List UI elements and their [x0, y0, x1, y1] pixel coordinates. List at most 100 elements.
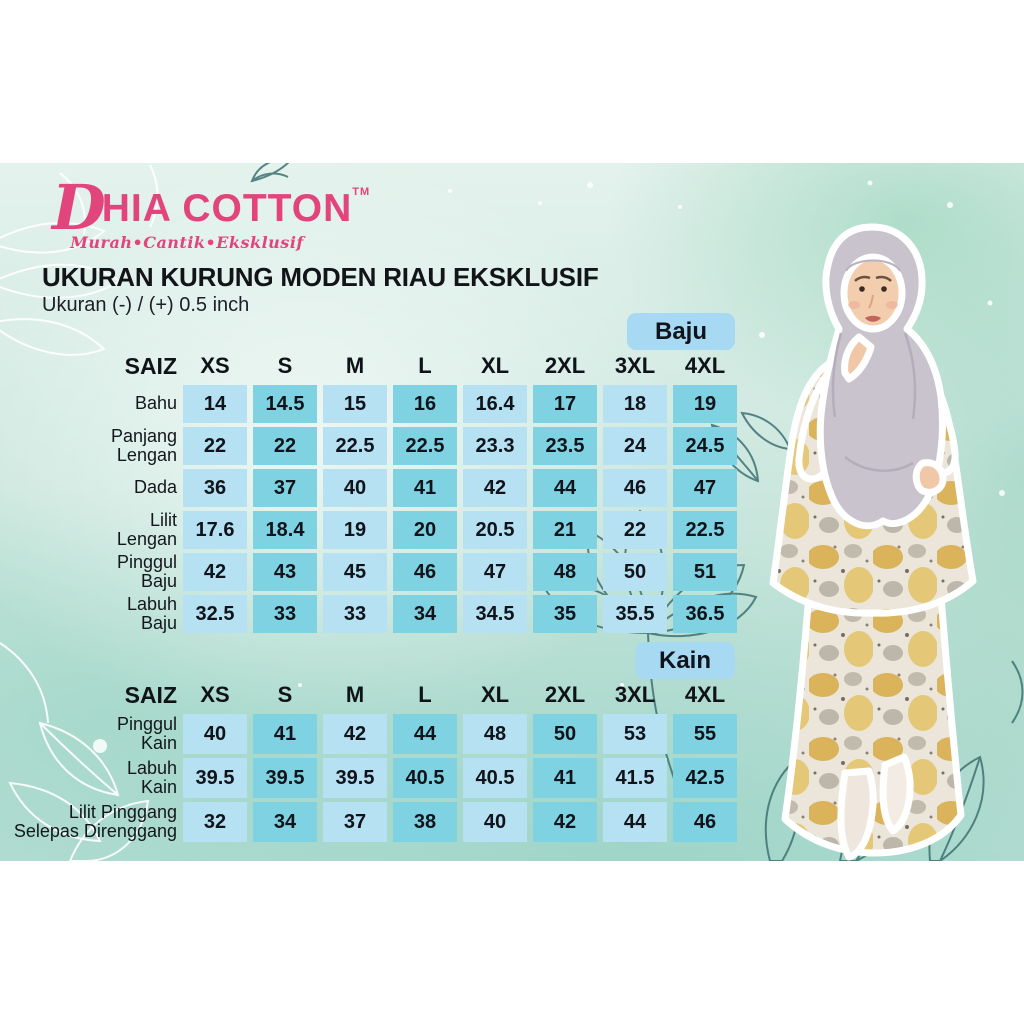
- measurement-value-cell: 41.5: [603, 758, 667, 798]
- measurement-value-cell: 45: [323, 553, 387, 591]
- measurement-value-cell: 22: [183, 427, 247, 465]
- measurement-value-cell: 39.5: [323, 758, 387, 798]
- size-header-cell: 2XL: [544, 353, 586, 378]
- measurement-value-cell: 22.5: [323, 427, 387, 465]
- size-header-cell: M: [345, 353, 365, 378]
- hand-on-hip: [912, 459, 947, 496]
- size-column-header: SAIZ: [124, 352, 177, 379]
- face: [840, 253, 906, 333]
- measurement-value-cell: 34: [253, 802, 317, 842]
- size-header-cell: 4XL: [684, 353, 726, 378]
- measurement-value-cell: 44: [393, 714, 457, 754]
- shoe: [837, 767, 877, 861]
- measurement-value-cell: 40.5: [463, 758, 527, 798]
- measurement-value-cell: 46: [603, 469, 667, 507]
- measurement-value-cell: 42: [533, 802, 597, 842]
- measurement-value-cell: 32: [183, 802, 247, 842]
- brand-logo-wordmark: DHIA COTTONTM: [52, 177, 370, 239]
- measurement-value-cell: 18: [603, 385, 667, 423]
- kain-table-tag: Kain: [635, 642, 735, 679]
- measurement-value-cell: 53: [603, 714, 667, 754]
- size-header-cell: L: [418, 353, 432, 378]
- size-header-cell: XL: [480, 682, 510, 707]
- measurement-value-cell: 35.5: [603, 595, 667, 633]
- size-header-cell: M: [345, 682, 365, 707]
- size-header-cell: XL: [480, 353, 510, 378]
- measurement-value-cell: 42: [323, 714, 387, 754]
- measurement-value-cell: 23.5: [533, 427, 597, 465]
- measurement-value-cell: 32.5: [183, 595, 247, 633]
- measurement-value-cell: 33: [253, 595, 317, 633]
- measurement-value-cell: 36: [183, 469, 247, 507]
- measurement-value-cell: 17.6: [183, 511, 247, 549]
- measurement-value-cell: 44: [603, 802, 667, 842]
- measurement-row-label: Labuh Baju: [126, 593, 177, 633]
- measurement-value-cell: 40.5: [393, 758, 457, 798]
- measurement-value-cell: 41: [393, 469, 457, 507]
- measurement-value-cell: 35: [533, 595, 597, 633]
- measurement-value-cell: 21: [533, 511, 597, 549]
- brand-tagline: Murah•Cantik•Eksklusif: [70, 233, 304, 252]
- measurement-row-label: Labuh Kain: [126, 757, 177, 797]
- measurement-value-cell: 24.5: [673, 427, 737, 465]
- measurement-value-cell: 22.5: [393, 427, 457, 465]
- measurement-value-cell: 24: [603, 427, 667, 465]
- size-header-cell: 2XL: [544, 682, 586, 707]
- measurement-value-cell: 40: [183, 714, 247, 754]
- measurement-row-label: Lilit Pinggang Selepas Direnggang: [13, 801, 177, 841]
- measurement-value-cell: 39.5: [253, 758, 317, 798]
- measurement-value-cell: 18.4: [253, 511, 317, 549]
- measurement-value-cell: 42: [463, 469, 527, 507]
- white-leaf-sketches: [0, 164, 159, 861]
- measurement-value-cell: 37: [253, 469, 317, 507]
- measurement-value-cell: 46: [393, 553, 457, 591]
- measurement-value-cell: 15: [323, 385, 387, 423]
- brand-logo-initial: D: [52, 171, 106, 244]
- measurement-value-cell: 42.5: [673, 758, 737, 798]
- measurement-value-cell: 19: [323, 511, 387, 549]
- measurement-value-cell: 43: [253, 553, 317, 591]
- measurement-value-cell: 14.5: [253, 385, 317, 423]
- measurement-row-label: Lilit Lengan: [116, 509, 177, 549]
- kain-size-table: SAIZ XS S M L XL 2XL 3XL 4XL Pinggul Kain 40 41 42 44…: [7, 680, 737, 842]
- measurement-row-label: Panjang Lengan: [110, 425, 177, 465]
- measurement-value-cell: 34: [393, 595, 457, 633]
- measurement-row-label: Dada: [133, 477, 177, 498]
- measurement-value-cell: 33: [323, 595, 387, 633]
- measurement-value-cell: 47: [673, 469, 737, 507]
- measurement-value-cell: 48: [533, 553, 597, 591]
- shoe: [879, 753, 914, 835]
- brand-logo: DHIA COTTONTM Murah•Cantik•Eksklusif: [52, 177, 370, 253]
- measurement-value-cell: 40: [463, 802, 527, 842]
- model-face-details: [831, 259, 917, 472]
- measurement-value-cell: 20.5: [463, 511, 527, 549]
- measurement-value-cell: 40: [323, 469, 387, 507]
- size-header-cell: 4XL: [684, 682, 726, 707]
- measurement-value-cell: 44: [533, 469, 597, 507]
- brand-logo-name: HIA COTTON: [101, 187, 353, 230]
- measurement-value-cell: 20: [393, 511, 457, 549]
- baju-size-table: SAIZ XS S M L XL 2XL 3XL 4XL Bahu 14 14.5 15 16 16.4 17…: [7, 351, 737, 633]
- measurement-value-cell: 48: [463, 714, 527, 754]
- measurement-value-cell: 16: [393, 385, 457, 423]
- measurement-value-cell: 23.3: [463, 427, 527, 465]
- measurement-value-cell: 41: [533, 758, 597, 798]
- measurement-value-cell: 39.5: [183, 758, 247, 798]
- measurement-value-cell: 46: [673, 802, 737, 842]
- measurement-value-cell: 22: [253, 427, 317, 465]
- model-figure: [769, 223, 977, 861]
- measurement-value-cell: 22: [603, 511, 667, 549]
- tolerance-note: Ukuran (-) / (+) 0.5 inch: [42, 294, 250, 316]
- size-header-cell: 3XL: [614, 353, 656, 378]
- model-photo: [769, 223, 977, 861]
- measurement-value-cell: 14: [183, 385, 247, 423]
- size-header-cell: S: [277, 682, 293, 707]
- size-header-cell: S: [277, 353, 293, 378]
- measurement-value-cell: 34.5: [463, 595, 527, 633]
- measurement-value-cell: 42: [183, 553, 247, 591]
- measurement-value-cell: 51: [673, 553, 737, 591]
- page-title: UKURAN KURUNG MODEN RIAU EKSKLUSIF: [42, 262, 599, 292]
- measurement-row-label: Bahu: [134, 393, 177, 414]
- measurement-value-cell: 36.5: [673, 595, 737, 633]
